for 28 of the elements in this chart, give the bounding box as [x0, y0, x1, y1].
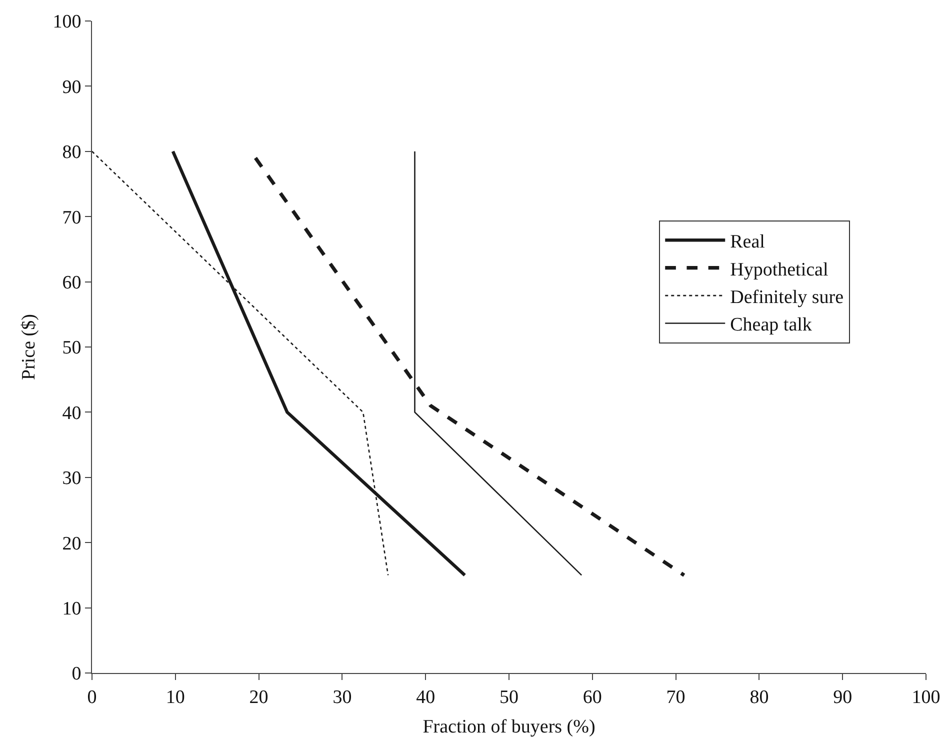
- x-tick-label: 30: [332, 686, 352, 708]
- legend-label: Real: [730, 232, 765, 253]
- y-tick-label: 60: [62, 272, 82, 294]
- legend-label: Cheap talk: [730, 314, 812, 336]
- x-tick-label: 80: [750, 686, 769, 708]
- y-tick-label: 90: [62, 76, 82, 98]
- x-tick-label: 70: [666, 686, 686, 708]
- x-tick-label: 40: [416, 686, 436, 708]
- y-tick-label: 0: [72, 664, 82, 685]
- y-tick-label: 80: [62, 142, 82, 164]
- legend-label: Hypothetical: [730, 259, 828, 280]
- x-tick-label: 10: [166, 686, 185, 708]
- y-tick-label: 70: [62, 207, 82, 228]
- x-tick-label: 100: [912, 686, 940, 708]
- y-tick-label: 30: [62, 468, 82, 490]
- y-tick-label: 10: [62, 598, 82, 620]
- y-tick-label: 20: [62, 533, 82, 554]
- x-tick-label: 20: [249, 686, 268, 708]
- y-tick-label: 50: [62, 338, 82, 359]
- x-tick-label: 0: [87, 686, 97, 708]
- y-tick-label: 100: [52, 12, 82, 33]
- y-tick-label: 40: [62, 402, 82, 424]
- x-tick-label: 50: [500, 686, 518, 708]
- y-axis-title: Price ($): [18, 314, 40, 380]
- x-tick-label: 90: [833, 686, 852, 708]
- legend-label: Definitely sure: [730, 286, 844, 308]
- x-axis-title: Fraction of buyers (%): [422, 716, 596, 738]
- x-tick-label: 60: [582, 686, 602, 708]
